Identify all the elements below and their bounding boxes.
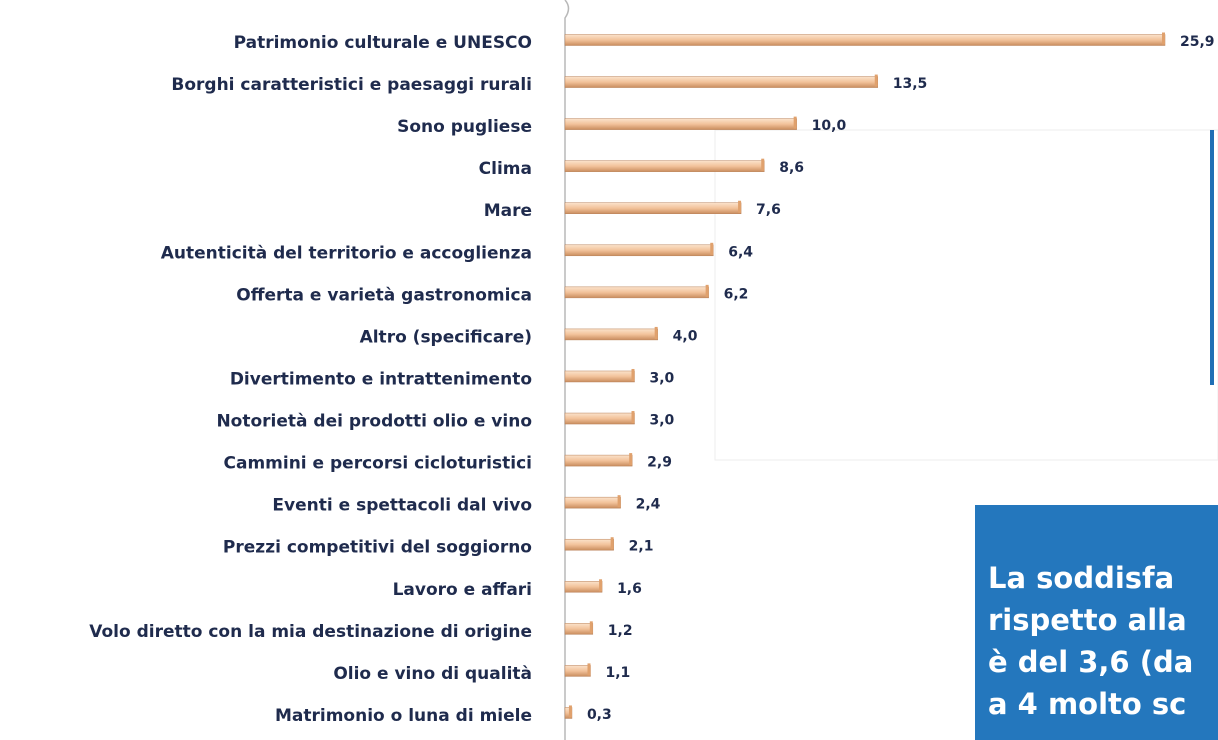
- bar-cap: [793, 116, 797, 129]
- bar: [564, 538, 614, 551]
- bar: [564, 496, 621, 509]
- category-label: Borghi caratteristici e paesaggi rurali: [171, 75, 532, 95]
- bar-cap: [617, 495, 621, 508]
- value-label: 0,3: [587, 707, 612, 723]
- annotation-text: La soddisfa: [988, 561, 1174, 595]
- value-label: 1,6: [617, 581, 642, 597]
- axis-line: [564, 0, 570, 740]
- bar-cap: [568, 705, 572, 718]
- bar-cap: [631, 411, 635, 424]
- bar: [564, 412, 635, 425]
- annotation-text: a 4 molto sc: [988, 687, 1186, 721]
- bar-cap: [705, 284, 709, 297]
- bar-cap: [874, 74, 878, 87]
- bar: [564, 581, 603, 593]
- category-label: Volo diretto con la mia destinazione di …: [89, 622, 532, 642]
- bar: [564, 160, 765, 172]
- value-label: 7,6: [756, 202, 781, 218]
- value-label: 8,6: [779, 160, 804, 176]
- value-label: 4,0: [673, 328, 698, 344]
- value-label: 3,0: [649, 413, 674, 429]
- value-label: 2,9: [647, 455, 672, 471]
- category-label: Matrimonio o luna di miele: [275, 706, 532, 726]
- value-label: 6,4: [728, 244, 753, 260]
- category-label: Clima: [479, 159, 532, 179]
- value-label: 3,0: [649, 370, 674, 386]
- bar-cap: [631, 368, 635, 381]
- bar-cap: [738, 200, 742, 213]
- value-label: 13,5: [893, 76, 928, 92]
- bar-cap: [761, 158, 765, 171]
- category-label: Offerta e varietà gastronomica: [236, 285, 532, 305]
- value-label: 1,1: [605, 665, 630, 681]
- bar-cap: [587, 663, 591, 676]
- bar: [564, 623, 594, 635]
- value-label: 25,9: [1180, 34, 1215, 50]
- category-label: Autenticità del territorio e accoglienza: [161, 243, 532, 263]
- bar-cap: [589, 621, 593, 634]
- category-label: Altro (specificare): [360, 327, 532, 347]
- category-label: Patrimonio culturale e UNESCO: [234, 33, 532, 53]
- bar: [564, 34, 1166, 46]
- category-label: Mare: [484, 201, 532, 221]
- annotation-text: rispetto alla: [988, 603, 1187, 637]
- bar: [564, 328, 658, 341]
- bar: [564, 118, 797, 130]
- bar: [564, 454, 633, 467]
- category-label: Divertimento e intrattenimento: [230, 369, 532, 389]
- annotation-text: è del 3,6 (da: [988, 645, 1193, 679]
- value-label: 1,2: [608, 623, 633, 639]
- annotation-box: [975, 505, 1218, 740]
- category-label: Eventi e spettacoli dal vivo: [272, 496, 532, 516]
- category-label: Lavoro e affari: [393, 580, 532, 600]
- bar-cap: [599, 579, 603, 592]
- bar-cap: [629, 453, 633, 466]
- value-label: 2,1: [629, 539, 654, 555]
- category-label: Cammini e percorsi cicloturistici: [224, 454, 533, 474]
- bar: [564, 244, 714, 257]
- bar: [564, 76, 878, 88]
- panel-border: [714, 129, 1218, 461]
- category-label: Prezzi competitivi del soggiorno: [223, 538, 532, 558]
- category-label: Olio e vino di qualità: [333, 664, 532, 684]
- value-label: 6,2: [724, 286, 749, 302]
- bar-cap: [1162, 32, 1165, 45]
- bar: [564, 202, 742, 214]
- bar: [564, 665, 591, 677]
- bar-cap: [654, 326, 658, 339]
- bar: [564, 286, 709, 299]
- value-label: 2,4: [636, 497, 661, 513]
- bar-cap: [710, 242, 714, 255]
- value-label: 10,0: [812, 118, 847, 134]
- bar-cap: [610, 537, 614, 550]
- bar: [564, 370, 635, 383]
- category-label: Sono pugliese: [397, 117, 532, 137]
- category-label: Notorietà dei prodotti olio e vino: [216, 412, 532, 432]
